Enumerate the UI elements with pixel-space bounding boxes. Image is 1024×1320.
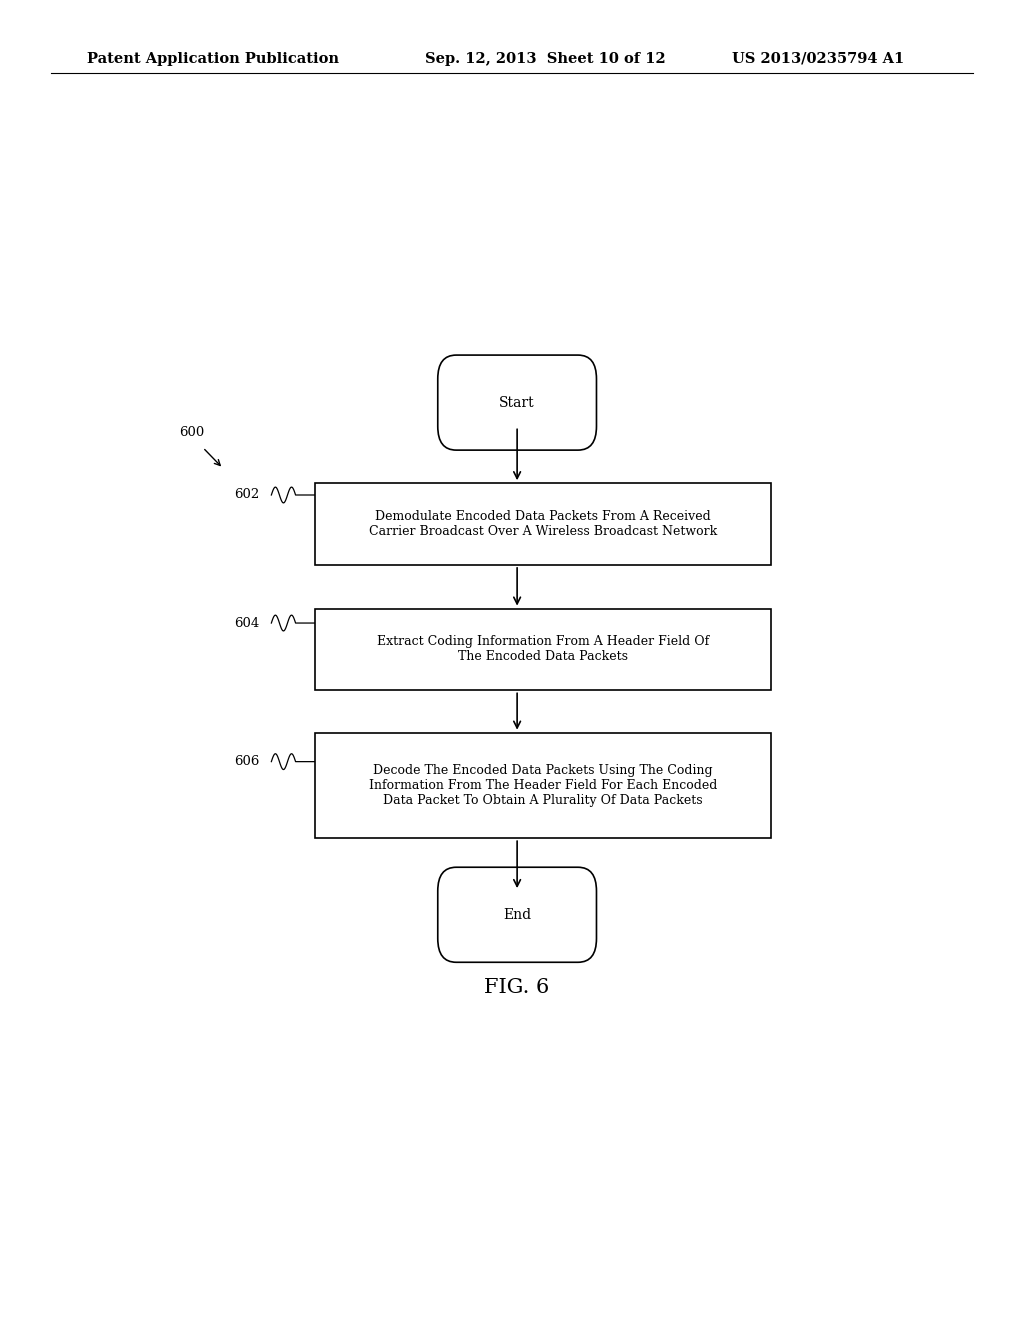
- Bar: [315, 609, 770, 690]
- Text: FIG. 6: FIG. 6: [484, 978, 550, 997]
- Text: Decode The Encoded Data Packets Using The Coding
Information From The Header Fie: Decode The Encoded Data Packets Using Th…: [369, 764, 717, 807]
- Text: Start: Start: [500, 396, 535, 409]
- Text: End: End: [503, 908, 531, 921]
- Bar: [315, 483, 770, 565]
- Text: Sep. 12, 2013  Sheet 10 of 12: Sep. 12, 2013 Sheet 10 of 12: [425, 51, 666, 66]
- FancyBboxPatch shape: [438, 355, 596, 450]
- Text: Patent Application Publication: Patent Application Publication: [87, 51, 339, 66]
- Text: 606: 606: [233, 755, 259, 768]
- FancyBboxPatch shape: [438, 867, 596, 962]
- Text: US 2013/0235794 A1: US 2013/0235794 A1: [732, 51, 904, 66]
- Bar: [315, 733, 770, 838]
- Text: 600: 600: [179, 426, 205, 440]
- Text: Demodulate Encoded Data Packets From A Received
Carrier Broadcast Over A Wireles: Demodulate Encoded Data Packets From A R…: [369, 510, 717, 539]
- Text: 604: 604: [233, 616, 259, 630]
- Text: Extract Coding Information From A Header Field Of
The Encoded Data Packets: Extract Coding Information From A Header…: [377, 635, 709, 664]
- Text: 602: 602: [233, 488, 259, 502]
